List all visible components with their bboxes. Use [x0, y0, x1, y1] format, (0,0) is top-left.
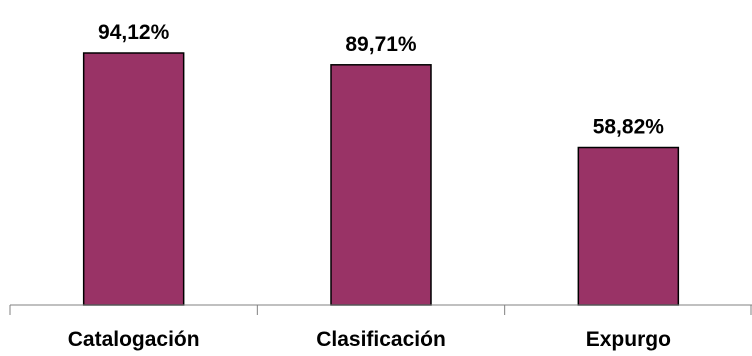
- data-label: 58,82%: [593, 116, 665, 139]
- bar-clasificación: [330, 64, 432, 306]
- bars-group: [82, 52, 680, 306]
- bar-expurgo: [577, 146, 680, 306]
- category-label: Clasificación: [316, 328, 446, 351]
- category-label: Catalogación: [68, 328, 200, 351]
- x-axis: [9, 304, 752, 315]
- data-label: 89,71%: [345, 33, 417, 56]
- bar-catalogación: [82, 52, 185, 306]
- data-label: 94,12%: [98, 21, 170, 44]
- data-labels-group: 94,12% 89,71% 58,82%: [98, 21, 664, 139]
- category-labels-group: Catalogación Clasificación Expurgo: [68, 328, 671, 351]
- category-label: Expurgo: [586, 328, 671, 351]
